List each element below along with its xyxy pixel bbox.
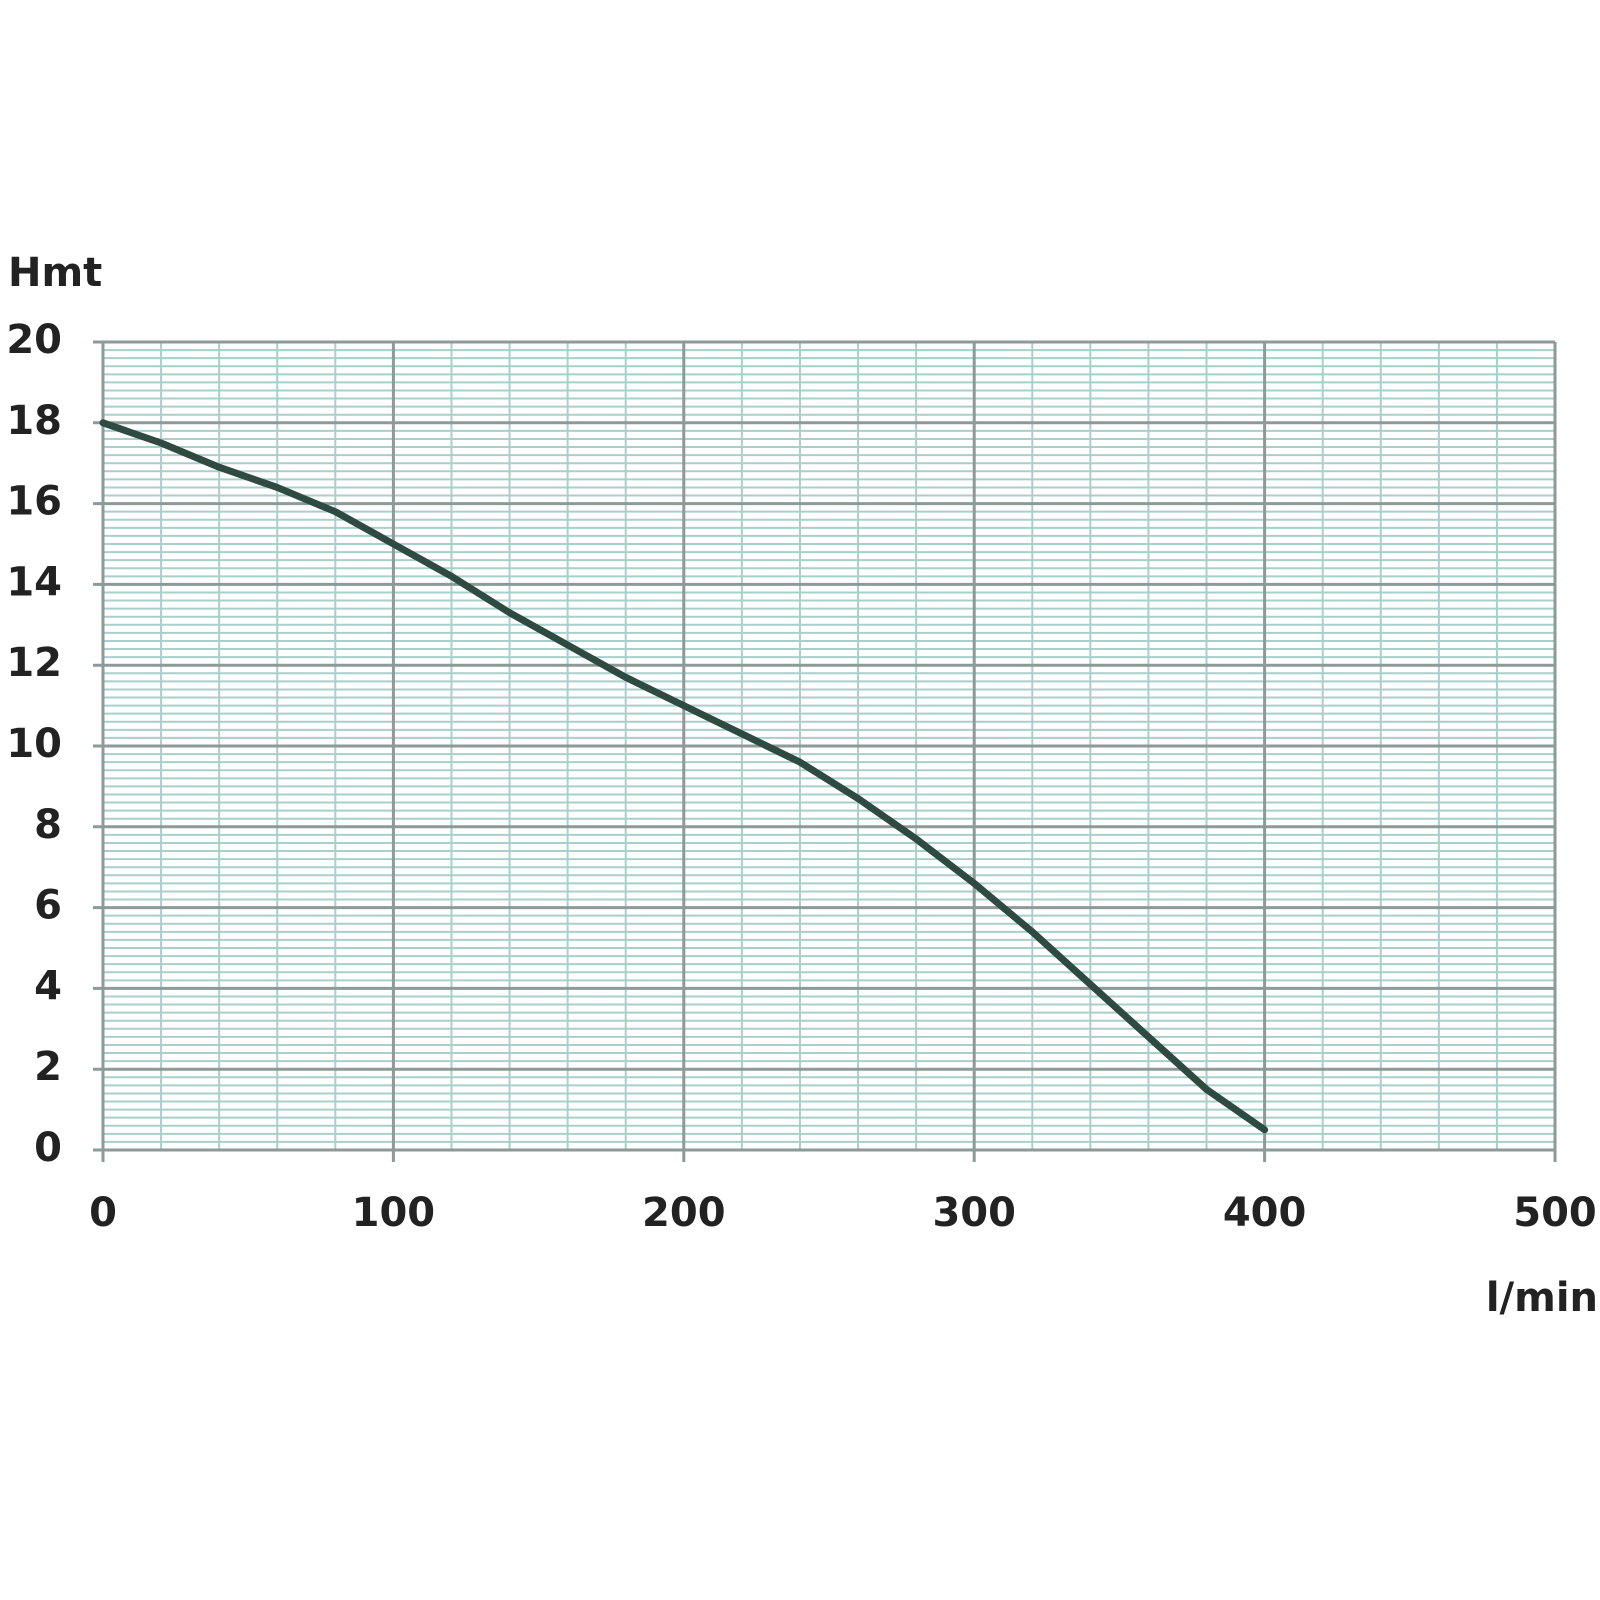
y-tick-label: 10 bbox=[6, 721, 62, 767]
y-axis-label: Hmt bbox=[8, 250, 102, 296]
x-axis-label: l/min bbox=[1486, 1275, 1598, 1321]
y-tick-label: 4 bbox=[34, 963, 62, 1009]
y-tick-label: 18 bbox=[6, 398, 62, 444]
y-tick-label: 0 bbox=[34, 1125, 62, 1171]
curve bbox=[99, 419, 1269, 1134]
y-tick-label: 16 bbox=[6, 479, 62, 525]
y-tick-label: 12 bbox=[6, 640, 62, 686]
x-tick-label: 200 bbox=[642, 1190, 726, 1236]
x-tick-label: 300 bbox=[932, 1190, 1016, 1236]
x-tick-label: 500 bbox=[1513, 1190, 1597, 1236]
y-tick-label: 14 bbox=[6, 559, 62, 605]
y-tick-label: 2 bbox=[34, 1044, 62, 1090]
x-tick-label: 0 bbox=[89, 1190, 117, 1236]
y-tick-label: 6 bbox=[34, 883, 62, 929]
x-tick-label: 100 bbox=[352, 1190, 436, 1236]
x-tick-label: 400 bbox=[1223, 1190, 1307, 1236]
y-tick-label: 8 bbox=[34, 802, 62, 848]
y-tick-label: 20 bbox=[6, 317, 62, 363]
